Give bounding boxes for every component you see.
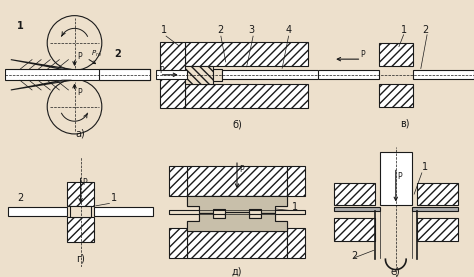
Bar bbox=[99, 69, 150, 80]
Bar bbox=[169, 228, 187, 258]
Text: P: P bbox=[160, 66, 164, 75]
Text: 4: 4 bbox=[285, 25, 292, 35]
Text: а): а) bbox=[76, 129, 85, 139]
Text: 2: 2 bbox=[422, 25, 428, 35]
Bar bbox=[334, 183, 375, 206]
Bar bbox=[187, 166, 287, 196]
Bar bbox=[185, 84, 308, 108]
Bar bbox=[169, 166, 187, 196]
Text: 1: 1 bbox=[422, 163, 428, 173]
Text: 1: 1 bbox=[401, 25, 407, 35]
Text: P: P bbox=[77, 88, 82, 96]
Text: 2: 2 bbox=[114, 48, 121, 59]
Text: г): г) bbox=[76, 254, 85, 264]
Bar bbox=[213, 69, 222, 81]
Text: $P_{гo}$: $P_{гo}$ bbox=[91, 49, 103, 59]
Bar bbox=[287, 228, 305, 258]
Text: 2: 2 bbox=[218, 25, 224, 35]
Polygon shape bbox=[187, 196, 287, 215]
Text: 1: 1 bbox=[292, 202, 298, 212]
Bar bbox=[70, 206, 91, 217]
Bar bbox=[169, 209, 305, 214]
Bar bbox=[185, 66, 213, 84]
Text: P: P bbox=[239, 165, 244, 174]
Polygon shape bbox=[11, 60, 72, 69]
Bar bbox=[318, 70, 379, 79]
Bar bbox=[417, 218, 458, 241]
Bar bbox=[379, 84, 413, 107]
Text: P: P bbox=[398, 172, 402, 181]
Bar bbox=[160, 42, 185, 108]
Text: 1: 1 bbox=[161, 25, 167, 35]
Text: 1: 1 bbox=[17, 21, 24, 31]
Bar bbox=[334, 218, 375, 241]
Bar bbox=[156, 70, 187, 79]
Bar bbox=[8, 207, 67, 216]
Text: д): д) bbox=[232, 266, 242, 276]
Polygon shape bbox=[187, 196, 287, 215]
Text: 3: 3 bbox=[248, 25, 255, 35]
Bar bbox=[413, 70, 474, 79]
Polygon shape bbox=[187, 212, 287, 231]
Text: P: P bbox=[360, 50, 365, 59]
Text: б): б) bbox=[232, 120, 242, 130]
Bar bbox=[334, 207, 380, 211]
Bar bbox=[379, 43, 413, 66]
Polygon shape bbox=[11, 80, 72, 90]
Text: P: P bbox=[82, 178, 87, 187]
Bar bbox=[187, 228, 287, 258]
Bar bbox=[67, 217, 94, 242]
Bar bbox=[185, 42, 308, 66]
Bar bbox=[412, 207, 458, 211]
Polygon shape bbox=[187, 212, 287, 231]
Text: 2: 2 bbox=[17, 193, 23, 203]
Text: 1: 1 bbox=[111, 193, 117, 203]
Bar bbox=[5, 69, 150, 80]
Text: в): в) bbox=[401, 118, 410, 129]
Text: P: P bbox=[77, 52, 82, 61]
Text: е): е) bbox=[391, 266, 401, 276]
Bar bbox=[94, 207, 154, 216]
Bar bbox=[287, 166, 305, 196]
Bar bbox=[380, 152, 412, 206]
Text: 2: 2 bbox=[351, 251, 358, 261]
Bar bbox=[222, 70, 318, 79]
Bar bbox=[417, 183, 458, 206]
Bar bbox=[67, 182, 94, 206]
